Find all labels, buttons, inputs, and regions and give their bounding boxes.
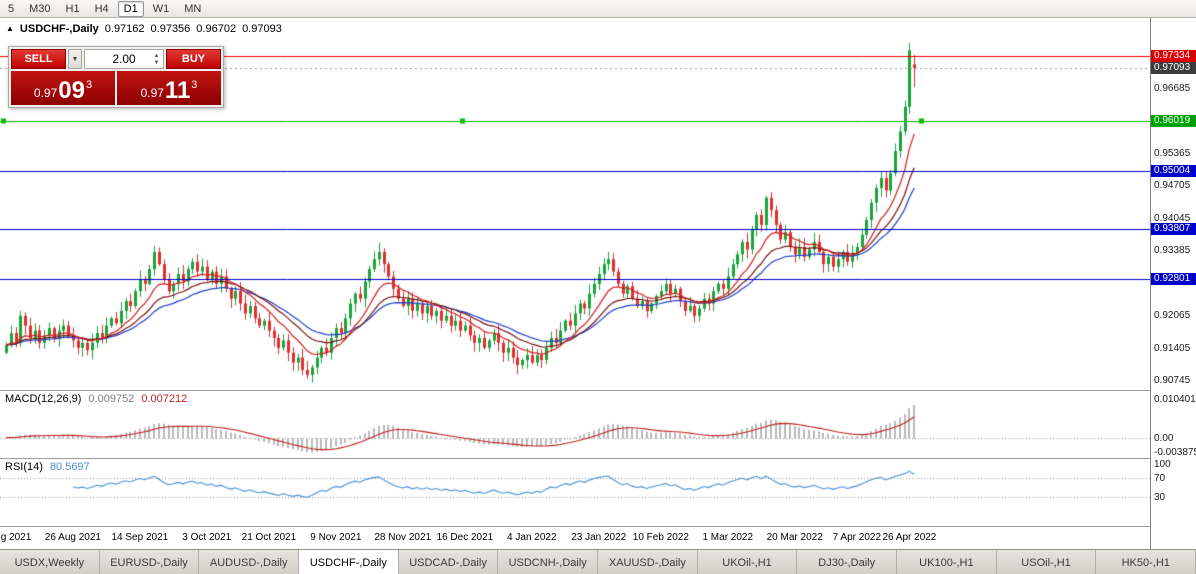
date-label: 16 Dec 2021 xyxy=(436,532,494,543)
ask-price-small: 0.97 xyxy=(140,86,164,100)
price-axis-label: 0.93385 xyxy=(1154,245,1191,257)
bid-price-big: 09 xyxy=(58,77,85,104)
chart-tabs: USDX,Weekly EURUSD-,Daily AUDUSD-,Daily USD… xyxy=(0,549,1196,574)
macd-axis-label: 0.00 xyxy=(1154,432,1174,444)
price-tag: 0.97334 xyxy=(1151,50,1196,62)
date-label: 3 Oct 2021 xyxy=(182,532,232,543)
chart-region: ▲ USDCHF-,Daily 0.97162 0.97356 0.96702 … xyxy=(0,18,1196,549)
price-tag: 0.93807 xyxy=(1151,223,1196,236)
tab-usoil-h1[interactable]: USOil-,H1 xyxy=(996,550,1097,574)
tab-usdchf-daily[interactable]: USDCHF-,Daily xyxy=(299,550,399,574)
macd-signal-value: 0.007212 xyxy=(141,393,188,405)
date-label: 26 Aug 2021 xyxy=(44,532,101,543)
tab-dj30-daily[interactable]: DJ30-,Daily xyxy=(797,550,898,574)
date-label: 10 Feb 2022 xyxy=(632,532,689,543)
price-axis-label: 0.94705 xyxy=(1154,180,1191,192)
date-label: 21 Oct 2021 xyxy=(241,532,297,543)
price-axis-label: 0.91405 xyxy=(1154,342,1191,354)
macd-axis-label: -0.003875 xyxy=(1154,447,1196,458)
volume-input[interactable]: 2.00 ▲ ▼ xyxy=(84,49,164,69)
date-label: 8 Aug 2021 xyxy=(0,532,32,543)
tab-usdcnh-daily[interactable]: USDCNH-,Daily xyxy=(498,550,599,574)
rsi-panel-separator[interactable] xyxy=(0,458,1196,459)
ask-price-display: 0.97 11 3 xyxy=(117,71,221,105)
date-label: 9 Nov 2021 xyxy=(310,532,362,543)
rsi-panel-label: RSI(14) 80.5697 xyxy=(5,461,90,473)
price-axis-label: 0.95365 xyxy=(1154,147,1191,159)
date-axis-separator xyxy=(0,526,1196,527)
macd-panel-separator[interactable] xyxy=(0,390,1196,391)
price-axis-label: 0.96685 xyxy=(1154,82,1191,94)
date-label: 26 Apr 2022 xyxy=(882,532,937,543)
timeframe-button-m30[interactable]: M30 xyxy=(29,2,51,15)
sell-button[interactable]: SELL xyxy=(11,49,66,69)
date-label: 23 Jan 2022 xyxy=(571,532,627,543)
bid-price-pipette: 3 xyxy=(85,79,93,91)
date-label: 28 Nov 2021 xyxy=(374,532,432,543)
timeframe-button-w1[interactable]: W1 xyxy=(152,2,170,15)
tab-audusd-daily[interactable]: AUDUSD-,Daily xyxy=(199,550,300,574)
tab-ukoil-h1[interactable]: UKOil-,H1 xyxy=(697,550,798,574)
volume-dropdown-button[interactable]: ▼ xyxy=(68,49,82,69)
collapse-icon[interactable]: ▲ xyxy=(6,24,14,33)
date-label: 1 Mar 2022 xyxy=(702,532,754,543)
date-axis[interactable]: 8 Aug 2021 26 Aug 2021 14 Sep 2021 3 Oct 20… xyxy=(0,526,1150,549)
buy-button[interactable]: BUY xyxy=(166,49,221,69)
date-label: 4 Jan 2022 xyxy=(507,532,557,543)
bid-price-small: 0.97 xyxy=(33,86,58,100)
timeframe-button-5[interactable]: 5 xyxy=(8,2,15,15)
macd-axis-label: 0.010401 xyxy=(1154,394,1196,405)
date-label: 14 Sep 2021 xyxy=(111,532,169,543)
rsi-axis-label: 70 xyxy=(1154,473,1166,485)
ask-price-pipette: 3 xyxy=(191,79,198,91)
price-tag: 0.96019 xyxy=(1151,114,1196,127)
tab-xauusd-daily[interactable]: XAUUSD-,Daily xyxy=(598,550,698,574)
price-axis-label: 0.94045 xyxy=(1154,212,1191,224)
timeframe-button-h4[interactable]: H4 xyxy=(94,2,109,15)
price-tag: 0.95004 xyxy=(1151,164,1196,177)
date-label: 20 Mar 2022 xyxy=(766,532,823,543)
timeframe-button-mn[interactable]: MN xyxy=(184,2,202,15)
spinner-down-icon: ▼ xyxy=(153,59,160,66)
price-axis-label: 0.92065 xyxy=(1154,310,1191,322)
spinner-up-icon: ▲ xyxy=(153,52,160,59)
tab-usdx-weekly[interactable]: USDX,Weekly xyxy=(0,550,100,574)
chart-title: ▲ USDCHF-,Daily 0.97162 0.97356 0.96702 … xyxy=(6,23,282,35)
ask-price-big: 11 xyxy=(164,77,191,104)
macd-name: MACD(12,26,9) xyxy=(5,393,82,405)
price-tag: 0.92801 xyxy=(1151,272,1196,285)
chevron-down-icon: ▼ xyxy=(71,55,79,63)
rsi-axis-label: 100 xyxy=(1154,459,1171,470)
price-axis-label: 0.90745 xyxy=(1154,375,1191,386)
tab-usdcad-daily[interactable]: USDCAD-,Daily xyxy=(398,550,499,574)
date-label: 7 Apr 2022 xyxy=(832,532,882,543)
timeframe-button-h1[interactable]: H1 xyxy=(65,2,80,15)
volume-value: 2.00 xyxy=(112,52,136,66)
volume-spinner[interactable]: ▲ ▼ xyxy=(151,50,162,68)
tab-hk50-h1[interactable]: HK50-,H1 xyxy=(1096,550,1196,574)
ohlc-open: 0.97162 xyxy=(104,23,145,35)
timeframe-button-d1[interactable]: D1 xyxy=(117,0,144,17)
price-axis[interactable]: 0.97334 0.97093 0.96685 0.96019 0.95365 0.950… xyxy=(1150,18,1196,549)
symbol-label: USDCHF-,Daily xyxy=(19,23,99,35)
rsi-value: 80.5697 xyxy=(49,461,90,473)
tab-uk100-h1[interactable]: UK100-,H1 xyxy=(897,550,997,574)
rsi-axis-label: 30 xyxy=(1154,491,1166,503)
timeframe-bar: 5 M30 H1 H4 D1 W1 MN xyxy=(0,0,1196,18)
macd-main-value: 0.009752 xyxy=(88,393,135,405)
ohlc-close: 0.97093 xyxy=(242,23,282,35)
ohlc-high: 0.97356 xyxy=(150,23,191,35)
ohlc-low: 0.96702 xyxy=(196,23,237,35)
macd-panel-label: MACD(12,26,9) 0.009752 0.007212 xyxy=(5,393,187,405)
one-click-trading-panel: SELL ▼ 2.00 ▲ ▼ BUY 0.97 09 3 xyxy=(8,46,224,108)
price-tag: 0.97093 xyxy=(1151,61,1196,74)
bid-price-display: 0.97 09 3 xyxy=(11,71,115,105)
rsi-name: RSI(14) xyxy=(5,461,43,473)
tab-eurusd-daily[interactable]: EURUSD-,Daily xyxy=(99,550,200,574)
